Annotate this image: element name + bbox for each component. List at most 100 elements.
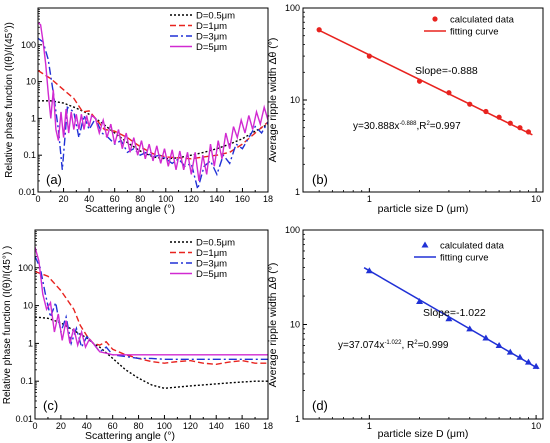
panel-a-xtick-label: 60 — [110, 194, 120, 204]
panel-a-ytick-label: 1 — [31, 113, 36, 123]
panel-b-legend-label: fitting curve — [450, 27, 499, 38]
panel-c-xtick-label: 0 — [32, 421, 37, 431]
panel-b-series — [316, 27, 533, 136]
panel-a-frame — [37, 7, 269, 193]
panel-b-xtick-label: 1 — [367, 194, 372, 204]
panel-a-xtick-label: 100 — [158, 194, 173, 204]
panel-d-data-point — [466, 325, 474, 332]
panel-c-xtick-label: 140 — [209, 421, 224, 431]
panel-a-xtick-label: 140 — [209, 194, 224, 204]
panel-a-series-4-line — [38, 22, 268, 182]
panel-c-xtick-label: 160 — [235, 421, 250, 431]
panel-c-legend-label: D=3μm — [196, 259, 227, 270]
panel-d-data-point — [482, 334, 490, 341]
panel-c-label: (c) — [43, 398, 58, 413]
panel-a-series-1-line — [38, 100, 268, 160]
panel-a: 0 20 40 60 80 100 120 140 160 18 0.01 0.1 1 10 100 Sca… — [4, 7, 273, 215]
panel-b-data-point — [467, 101, 473, 107]
panel-a-legend-label: D=3μm — [196, 32, 227, 43]
panel-a-xtick-label: 0 — [35, 194, 40, 204]
panel-c-xtick-label: 80 — [134, 421, 144, 431]
panel-c-ytick-label: 100 — [18, 263, 33, 273]
panel-b-data-point — [496, 114, 502, 120]
panel-a-xlabel: Scattering angle (°) — [85, 203, 175, 215]
panel-a-ytick-label: 100 — [21, 40, 36, 50]
panel-a-xtick-label: 120 — [184, 194, 199, 204]
panel-a-xtick-label: 40 — [84, 194, 94, 204]
panel-b-data-point — [446, 90, 452, 96]
panel-b-data-point — [517, 125, 523, 131]
panel-a-ytick-label: 0.01 — [18, 187, 36, 197]
panel-d-legend-label: calculated data — [440, 241, 505, 252]
panel-d-legend-label: fitting curve — [440, 253, 489, 264]
panel-d-ylabel: Average ripple width Δθ (°) — [267, 263, 279, 388]
panel-b-label: (b) — [312, 172, 328, 187]
panel-c-legend-label: D=1μm — [196, 248, 227, 259]
panel-c-xtick-label: 40 — [82, 421, 92, 431]
panel-a-ytick-label: 0.1 — [23, 150, 36, 160]
panel-c-legend-label: D=5μm — [196, 269, 227, 280]
panel-a-xtick-label: 20 — [59, 194, 69, 204]
panel-c-series-4-line — [35, 247, 268, 356]
panel-b-ytick-label: 100 — [285, 3, 300, 13]
panel-d-data-point — [506, 348, 514, 355]
panel-c-xlabel: Scattering angle (°) — [85, 430, 175, 442]
panel-d-data-point — [524, 358, 532, 365]
panel-a-legend-label: D=1μm — [196, 21, 227, 32]
panel-d-data-point — [516, 353, 524, 360]
panel-b-frame — [302, 7, 544, 193]
panel-a-series — [38, 22, 268, 192]
panel-b-data-point — [483, 108, 489, 115]
panel-a-xtick-label: 80 — [135, 194, 145, 204]
panel-d-data-point — [365, 267, 373, 274]
panel-b-legend-marker — [432, 16, 438, 22]
panel-c-ytick-label: 10 — [23, 301, 33, 311]
panel-a-legend-label: D=0.5μm — [196, 11, 235, 22]
panel-b-ytick-label: 10 — [290, 95, 300, 105]
panel-a-ytick-label: 10 — [26, 77, 36, 87]
panel-b-slope: Slope=-0.888 — [415, 65, 478, 77]
panel-c-xtick-label: 18 — [263, 421, 273, 431]
panel-c-ytick-label: 0.1 — [20, 376, 33, 386]
panel-c-frame — [34, 229, 269, 420]
panel-c-legend-label: D=0.5μm — [196, 238, 235, 249]
panel-d-ytick-label: 1 — [295, 414, 300, 424]
panel-a-xtick-label: 160 — [235, 194, 250, 204]
panel-c-xtick-label: 120 — [183, 421, 198, 431]
panel-b-xlabel: particle size D (μm) — [378, 203, 469, 215]
panel-c-series-3-line — [35, 256, 268, 360]
panel-b-data-point — [316, 27, 322, 33]
panel-d-series — [363, 267, 540, 370]
panel-a-series-3-line — [38, 37, 268, 192]
panel-a-legend-label: D=5μm — [196, 42, 227, 53]
panel-b-xtick-label: 10 — [531, 194, 541, 204]
panel-a-label: (a) — [46, 172, 62, 187]
panel-d-xtick-label: 10 — [531, 421, 541, 431]
panel-d-data-point — [532, 362, 540, 369]
panel-d-xlabel: particle size D (μm) — [378, 428, 469, 440]
panel-d-ytick-label: 100 — [285, 225, 300, 235]
panel-d-data-point — [495, 341, 503, 348]
panel-b-data-point — [507, 120, 513, 126]
panel-b-data-point — [366, 53, 372, 59]
panel-c-xtick-label: 20 — [56, 421, 66, 431]
panel-a-series-2-line — [38, 69, 268, 160]
panel-d-data-point — [445, 315, 453, 322]
panel-d-legend-marker — [421, 241, 429, 248]
panel-c-series — [35, 247, 268, 390]
panel-d-ytick-label: 10 — [290, 320, 300, 330]
panel-b-ylabel: Average ripple width Δθ (°) — [267, 38, 279, 163]
panel-c-xtick-label: 60 — [108, 421, 118, 431]
panel-c-ytick-label: 1 — [28, 338, 33, 348]
panel-d-equation: y=37.074x-1.022, R2=0.999 — [338, 340, 449, 351]
panel-d-xtick-label: 1 — [367, 421, 372, 431]
panel-d: 1 10 1 10 100 particle size D (μm) Average r… — [267, 225, 544, 440]
panel-b-ytick-label: 1 — [295, 187, 300, 197]
panel-b: 1 10 1 10 100 particle size D (μm) Average r… — [267, 3, 544, 215]
panel-c-ytick-label: 0.01 — [15, 414, 33, 424]
